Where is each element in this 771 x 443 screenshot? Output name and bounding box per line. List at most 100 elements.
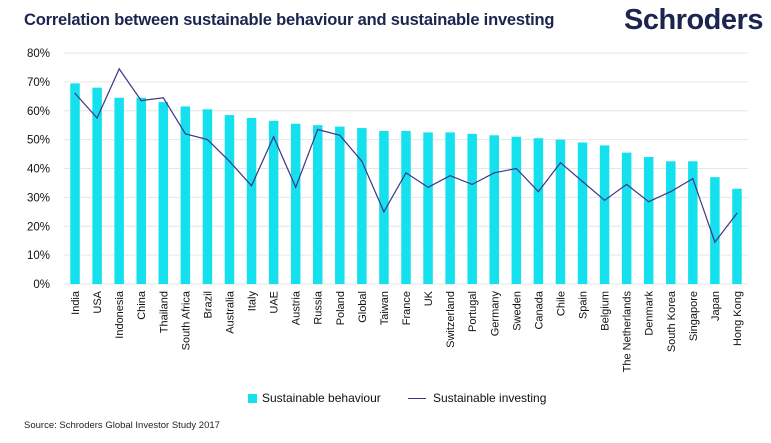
x-tick-label: Australia <box>224 290 236 334</box>
x-tick-label: Denmark <box>644 291 656 336</box>
x-tick-label: Germany <box>489 291 501 337</box>
line-point <box>184 133 186 135</box>
line-point <box>471 183 473 185</box>
bar <box>732 188 742 284</box>
x-tick-label: Hong Kong <box>732 291 744 346</box>
x-tick-label: Global <box>357 291 369 323</box>
line-point <box>162 97 164 99</box>
x-tick-label: Italy <box>247 291 259 312</box>
bar-series <box>70 83 742 285</box>
x-tick-label: The Netherlands <box>622 291 634 373</box>
x-tick-label: South Africa <box>180 290 192 350</box>
x-tick-label: Indonesia <box>114 290 126 339</box>
line-point <box>581 180 584 183</box>
bar <box>70 83 80 284</box>
y-tick-label: 60% <box>27 106 50 118</box>
y-tick-label: 40% <box>27 164 50 176</box>
line-point <box>648 201 650 203</box>
bar <box>379 130 389 284</box>
x-tick-label: Thailand <box>158 291 170 333</box>
line-point <box>228 160 231 162</box>
line-point <box>74 92 76 95</box>
line-point <box>96 117 98 119</box>
x-tick-label: Austria <box>291 290 303 325</box>
bar <box>312 125 323 284</box>
bar <box>643 156 654 284</box>
x-axis-labels: India USA Indonesia China Thailand South Afri… <box>70 290 744 372</box>
x-tick-label: France <box>401 291 413 325</box>
bar <box>335 126 345 284</box>
bar <box>136 97 146 284</box>
legend-item-behaviour: Sustainable behaviour <box>248 391 381 405</box>
bar <box>158 102 169 285</box>
y-tick-label: 30% <box>27 192 50 204</box>
line-point <box>449 175 451 177</box>
bar <box>268 120 279 284</box>
bar <box>202 109 213 285</box>
x-tick-label: Sweden <box>511 291 523 331</box>
x-tick-label: Brazil <box>202 291 214 319</box>
bar <box>710 177 720 284</box>
y-tick-label: 70% <box>27 77 50 89</box>
x-tick-label: Poland <box>335 291 347 325</box>
bar <box>180 106 191 284</box>
x-tick-label: South Korea <box>666 290 678 352</box>
x-tick-label: Portugal <box>467 291 479 332</box>
line-series <box>74 67 738 244</box>
x-tick-label: Russia <box>313 290 325 325</box>
y-tick-label: 10% <box>27 250 50 262</box>
line-point <box>273 136 275 138</box>
bar <box>688 161 698 284</box>
bar <box>533 138 544 284</box>
line-point <box>537 191 539 193</box>
line-point <box>250 185 253 187</box>
bar <box>599 145 610 284</box>
x-tick-label: China <box>136 290 148 320</box>
bar <box>224 115 235 284</box>
bar <box>467 133 477 284</box>
line-point <box>714 241 716 243</box>
line-point <box>339 134 341 136</box>
legend-label-investing: Sustainable investing <box>433 391 547 405</box>
line-point <box>405 172 407 174</box>
legend-swatch-bar <box>248 393 257 403</box>
line-point <box>692 178 694 180</box>
y-tick-label: 20% <box>27 221 50 233</box>
line-point <box>295 186 297 188</box>
bar <box>445 132 455 284</box>
y-tick-label: 50% <box>27 135 50 147</box>
line-point <box>515 167 517 170</box>
x-tick-label: India <box>70 290 82 315</box>
line-point <box>603 199 606 201</box>
line-point <box>118 68 120 70</box>
line-point <box>206 139 209 141</box>
x-tick-label: USA <box>92 290 104 313</box>
bar <box>357 128 367 284</box>
line-point <box>626 183 628 185</box>
line-point <box>736 212 738 214</box>
x-tick-label: UK <box>423 290 435 306</box>
bar <box>621 152 632 284</box>
bar <box>511 136 522 284</box>
bar <box>666 161 676 284</box>
x-tick-label: Chile <box>555 291 567 316</box>
x-tick-label: Belgium <box>600 291 612 331</box>
bar <box>246 117 257 284</box>
legend-label-behaviour: Sustainable behaviour <box>262 391 381 405</box>
bar <box>92 87 102 285</box>
x-tick-label: Switzerland <box>445 291 457 348</box>
x-tick-label: Spain <box>578 291 590 319</box>
bar <box>290 123 301 285</box>
line-point <box>493 172 495 174</box>
x-tick-label: Canada <box>533 290 545 329</box>
bar <box>489 135 500 284</box>
legend-swatch-line <box>408 397 426 399</box>
x-tick-label: Taiwan <box>379 291 391 325</box>
line-point <box>670 191 672 193</box>
line-point <box>427 186 429 188</box>
bar <box>577 142 588 284</box>
line-point <box>317 128 319 131</box>
y-tick-label: 0% <box>33 279 50 291</box>
line-point <box>383 211 385 213</box>
line-point <box>559 162 562 164</box>
